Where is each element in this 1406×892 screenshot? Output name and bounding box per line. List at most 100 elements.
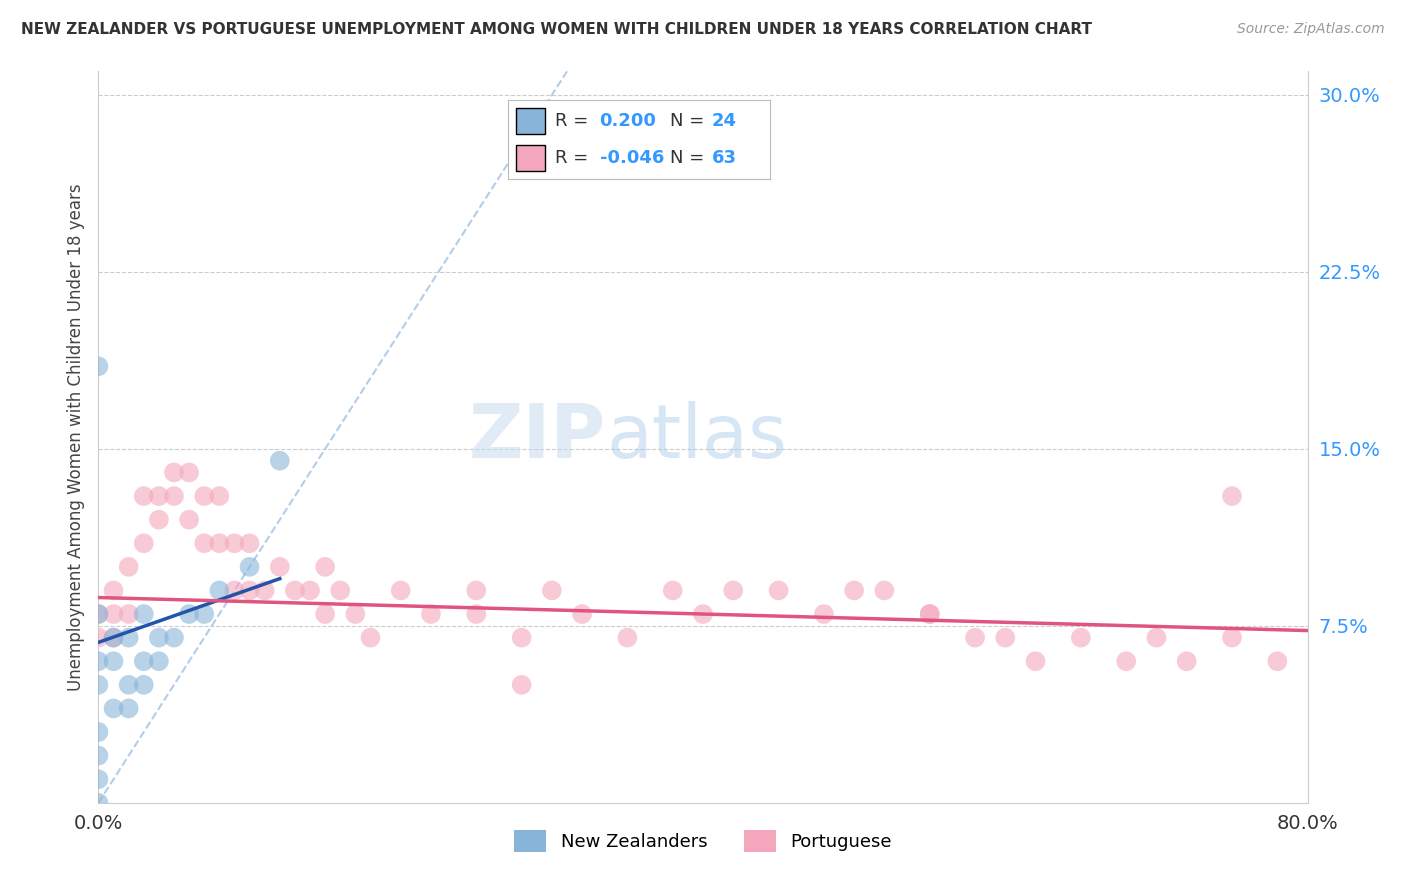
Point — [118, 701, 141, 715]
Point — [571, 607, 593, 621]
Point — [692, 607, 714, 621]
Point — [118, 607, 141, 621]
Point — [1175, 654, 1198, 668]
Point — [723, 583, 745, 598]
Point — [87, 654, 110, 668]
Point — [87, 678, 110, 692]
Text: R =: R = — [555, 149, 589, 167]
Point — [163, 631, 186, 645]
Point — [193, 536, 215, 550]
Point — [918, 607, 941, 621]
Point — [87, 631, 110, 645]
Point — [616, 631, 638, 645]
Point — [269, 559, 291, 574]
Text: NEW ZEALANDER VS PORTUGUESE UNEMPLOYMENT AMONG WOMEN WITH CHILDREN UNDER 18 YEAR: NEW ZEALANDER VS PORTUGUESE UNEMPLOYMENT… — [21, 22, 1092, 37]
Point — [118, 678, 141, 692]
Point — [103, 583, 125, 598]
Point — [103, 631, 125, 645]
Text: 63: 63 — [711, 149, 737, 167]
Point — [87, 607, 110, 621]
FancyBboxPatch shape — [516, 108, 544, 134]
Point — [208, 536, 231, 550]
Point — [269, 453, 291, 467]
Point — [1267, 654, 1289, 668]
Point — [179, 607, 201, 621]
Point — [465, 583, 488, 598]
Point — [103, 701, 125, 715]
Point — [193, 607, 215, 621]
Point — [844, 583, 866, 598]
Legend: New Zealanders, Portuguese: New Zealanders, Portuguese — [506, 823, 900, 860]
Text: 0.200: 0.200 — [599, 112, 657, 129]
Text: -0.046: -0.046 — [599, 149, 664, 167]
Point — [314, 559, 336, 574]
Point — [360, 631, 382, 645]
Text: R =: R = — [555, 112, 589, 129]
Point — [148, 489, 170, 503]
Text: N =: N = — [671, 112, 704, 129]
Point — [163, 489, 186, 503]
Point — [540, 583, 562, 598]
Y-axis label: Unemployment Among Women with Children Under 18 years: Unemployment Among Women with Children U… — [66, 183, 84, 691]
Point — [87, 607, 110, 621]
Point — [329, 583, 352, 598]
Point — [87, 359, 110, 374]
Point — [193, 489, 215, 503]
Point — [148, 513, 170, 527]
Point — [510, 631, 533, 645]
Point — [87, 772, 110, 787]
Point — [813, 607, 835, 621]
Point — [314, 607, 336, 621]
Point — [118, 559, 141, 574]
Point — [118, 631, 141, 645]
Text: atlas: atlas — [606, 401, 787, 474]
FancyBboxPatch shape — [516, 145, 544, 171]
Point — [132, 678, 155, 692]
Point — [148, 654, 170, 668]
Point — [389, 583, 412, 598]
Point — [208, 583, 231, 598]
Point — [239, 559, 262, 574]
Point — [253, 583, 276, 598]
Point — [179, 466, 201, 480]
Point — [239, 583, 262, 598]
Point — [208, 489, 231, 503]
Point — [768, 583, 790, 598]
Point — [1220, 489, 1243, 503]
Point — [647, 123, 669, 137]
Point — [873, 583, 896, 598]
Point — [420, 607, 443, 621]
Point — [103, 631, 125, 645]
Point — [284, 583, 307, 598]
Point — [1115, 654, 1137, 668]
Point — [87, 748, 110, 763]
Point — [1220, 631, 1243, 645]
Point — [1024, 654, 1046, 668]
Point — [163, 466, 186, 480]
Point — [179, 513, 201, 527]
Point — [994, 631, 1017, 645]
Point — [918, 607, 941, 621]
Text: 24: 24 — [711, 112, 737, 129]
Text: Source: ZipAtlas.com: Source: ZipAtlas.com — [1237, 22, 1385, 37]
Point — [87, 725, 110, 739]
Point — [465, 607, 488, 621]
Point — [103, 654, 125, 668]
Point — [1144, 631, 1167, 645]
Point — [239, 536, 262, 550]
Point — [148, 631, 170, 645]
Text: N =: N = — [671, 149, 704, 167]
Point — [132, 536, 155, 550]
Point — [132, 489, 155, 503]
Point — [299, 583, 322, 598]
Point — [224, 583, 246, 598]
Point — [510, 678, 533, 692]
Text: ZIP: ZIP — [470, 401, 606, 474]
Point — [132, 654, 155, 668]
Point — [224, 536, 246, 550]
Point — [132, 607, 155, 621]
Point — [1070, 631, 1092, 645]
Point — [103, 607, 125, 621]
Point — [661, 583, 683, 598]
Point — [87, 796, 110, 810]
